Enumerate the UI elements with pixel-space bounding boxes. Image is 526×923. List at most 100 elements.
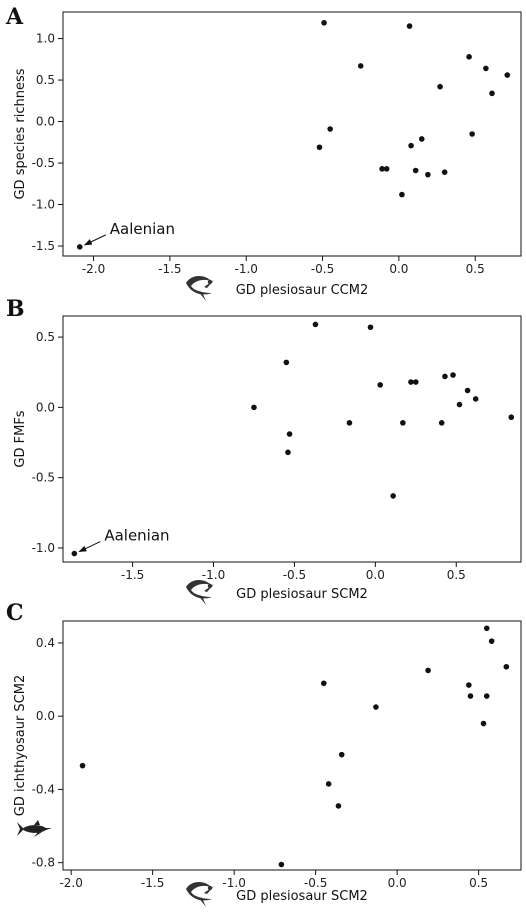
data-point	[286, 431, 293, 437]
data-point	[489, 90, 495, 97]
data-point	[321, 19, 327, 26]
data-point	[71, 550, 78, 557]
x-tick-label: 0.0	[388, 876, 407, 890]
data-point	[464, 387, 471, 394]
x-tick-label: -1.0	[202, 568, 225, 582]
data-point	[312, 321, 319, 328]
y-tick-label: 0.0	[36, 115, 55, 129]
x-axis-title: GD plesiosaur CCM2	[236, 283, 369, 298]
plot-frame	[62, 315, 522, 563]
y-tick-label: 0.0	[36, 400, 55, 414]
y-tick-label: -1.0	[32, 541, 55, 555]
data-point	[412, 167, 419, 174]
data-point	[483, 625, 490, 632]
data-point	[472, 396, 479, 402]
data-point	[408, 379, 414, 385]
y-tick-label: -0.5	[32, 156, 55, 170]
plesiosaur-icon	[186, 276, 214, 301]
x-tick-label: -1.0	[222, 876, 245, 890]
data-point	[283, 359, 290, 366]
data-point	[483, 693, 490, 699]
annotation-arrow	[78, 541, 101, 553]
y-axis-title: GD ichthyosaur SCM2	[13, 675, 28, 816]
data-point	[480, 720, 487, 727]
y-tick-label: 0.4	[36, 636, 55, 650]
x-tick-label: 0.5	[469, 876, 488, 890]
data-point	[367, 324, 374, 331]
y-tick-label: 0.5	[36, 330, 55, 344]
y-tick-label: 0.5	[36, 73, 55, 87]
panel-label: A	[5, 4, 24, 30]
data-point	[278, 861, 285, 868]
data-point	[503, 663, 510, 670]
data-point	[320, 680, 327, 687]
y-tick-label: 1.0	[36, 32, 55, 46]
annotation-arrow	[83, 234, 107, 246]
x-tick-label: -0.5	[304, 876, 327, 890]
data-point	[504, 72, 511, 78]
x-tick-label: -2.0	[59, 876, 82, 890]
data-point	[456, 401, 463, 408]
annotation-label: Aalenian	[110, 220, 175, 238]
data-point	[469, 131, 475, 137]
y-axis-title: GD species richness	[13, 68, 28, 199]
data-point	[338, 751, 345, 758]
panel-a: A -2.0 -1.5 -1.0 -0.5 0.0 0.5 -1.5 -1.0 -0.5 0.0 0.…	[5, 4, 522, 301]
data-point	[335, 803, 342, 809]
data-point	[325, 781, 332, 787]
y-axis-title: GD FMFs	[13, 410, 28, 467]
data-point	[399, 191, 405, 198]
y-tick-label: -1.5	[32, 239, 55, 253]
ichthyosaur-icon	[17, 820, 52, 837]
data-point	[251, 404, 257, 411]
x-tick-label: 0.5	[466, 262, 485, 276]
x-tick-label: 0.0	[366, 568, 385, 582]
x-tick-label: -0.5	[311, 262, 334, 276]
x-axis-title: GD plesiosaur SCM2	[236, 587, 368, 602]
data-point	[346, 420, 353, 426]
data-point	[79, 762, 86, 769]
data-point	[437, 83, 443, 90]
data-point	[357, 63, 364, 69]
x-tick-label: -1.5	[141, 876, 164, 890]
y-tick-label: -1.0	[32, 198, 55, 212]
data-point	[379, 166, 385, 172]
data-point	[285, 449, 291, 456]
data-point	[441, 169, 448, 175]
data-point	[483, 65, 489, 72]
data-point	[408, 142, 414, 149]
y-tick-label: 0.0	[36, 709, 55, 723]
panel-b: B -1.5 -1.0 -0.5 0.0 0.5 -1.0 -0.5 0.0 0.5 GD ples…	[6, 296, 522, 605]
data-point	[418, 136, 425, 142]
plot-frame	[62, 11, 522, 257]
data-point	[327, 126, 333, 132]
data-point	[508, 414, 515, 421]
data-point	[377, 382, 384, 388]
y-tick-label: -0.8	[32, 856, 55, 870]
data-point	[373, 704, 379, 710]
annotation-label: Aalenian	[104, 527, 169, 545]
x-tick-label: -1.0	[234, 262, 257, 276]
data-point	[425, 667, 431, 674]
plesiosaur-icon	[186, 580, 214, 605]
x-tick-label: 0.0	[389, 262, 408, 276]
data-point	[76, 244, 83, 250]
panel-label: C	[6, 600, 24, 626]
data-point	[467, 693, 474, 699]
y-tick-label: -0.5	[32, 471, 55, 485]
data-point	[400, 420, 406, 426]
data-point	[488, 638, 495, 644]
data-point	[413, 379, 419, 385]
data-point	[466, 682, 472, 688]
y-tick-label: -0.4	[32, 782, 55, 796]
data-point	[450, 372, 456, 378]
x-tick-label: -1.5	[121, 568, 144, 582]
panel-c: C -2.0 -1.5 -1.0 -0.5 0.0 0.5 -0.8 -0.4 0.0 0.4 GD …	[6, 600, 522, 907]
data-point	[438, 420, 445, 426]
data-point	[390, 493, 396, 499]
data-point	[425, 171, 431, 178]
data-point	[442, 373, 448, 380]
plot-frame	[62, 620, 522, 871]
x-tick-label: -2.0	[82, 262, 105, 276]
